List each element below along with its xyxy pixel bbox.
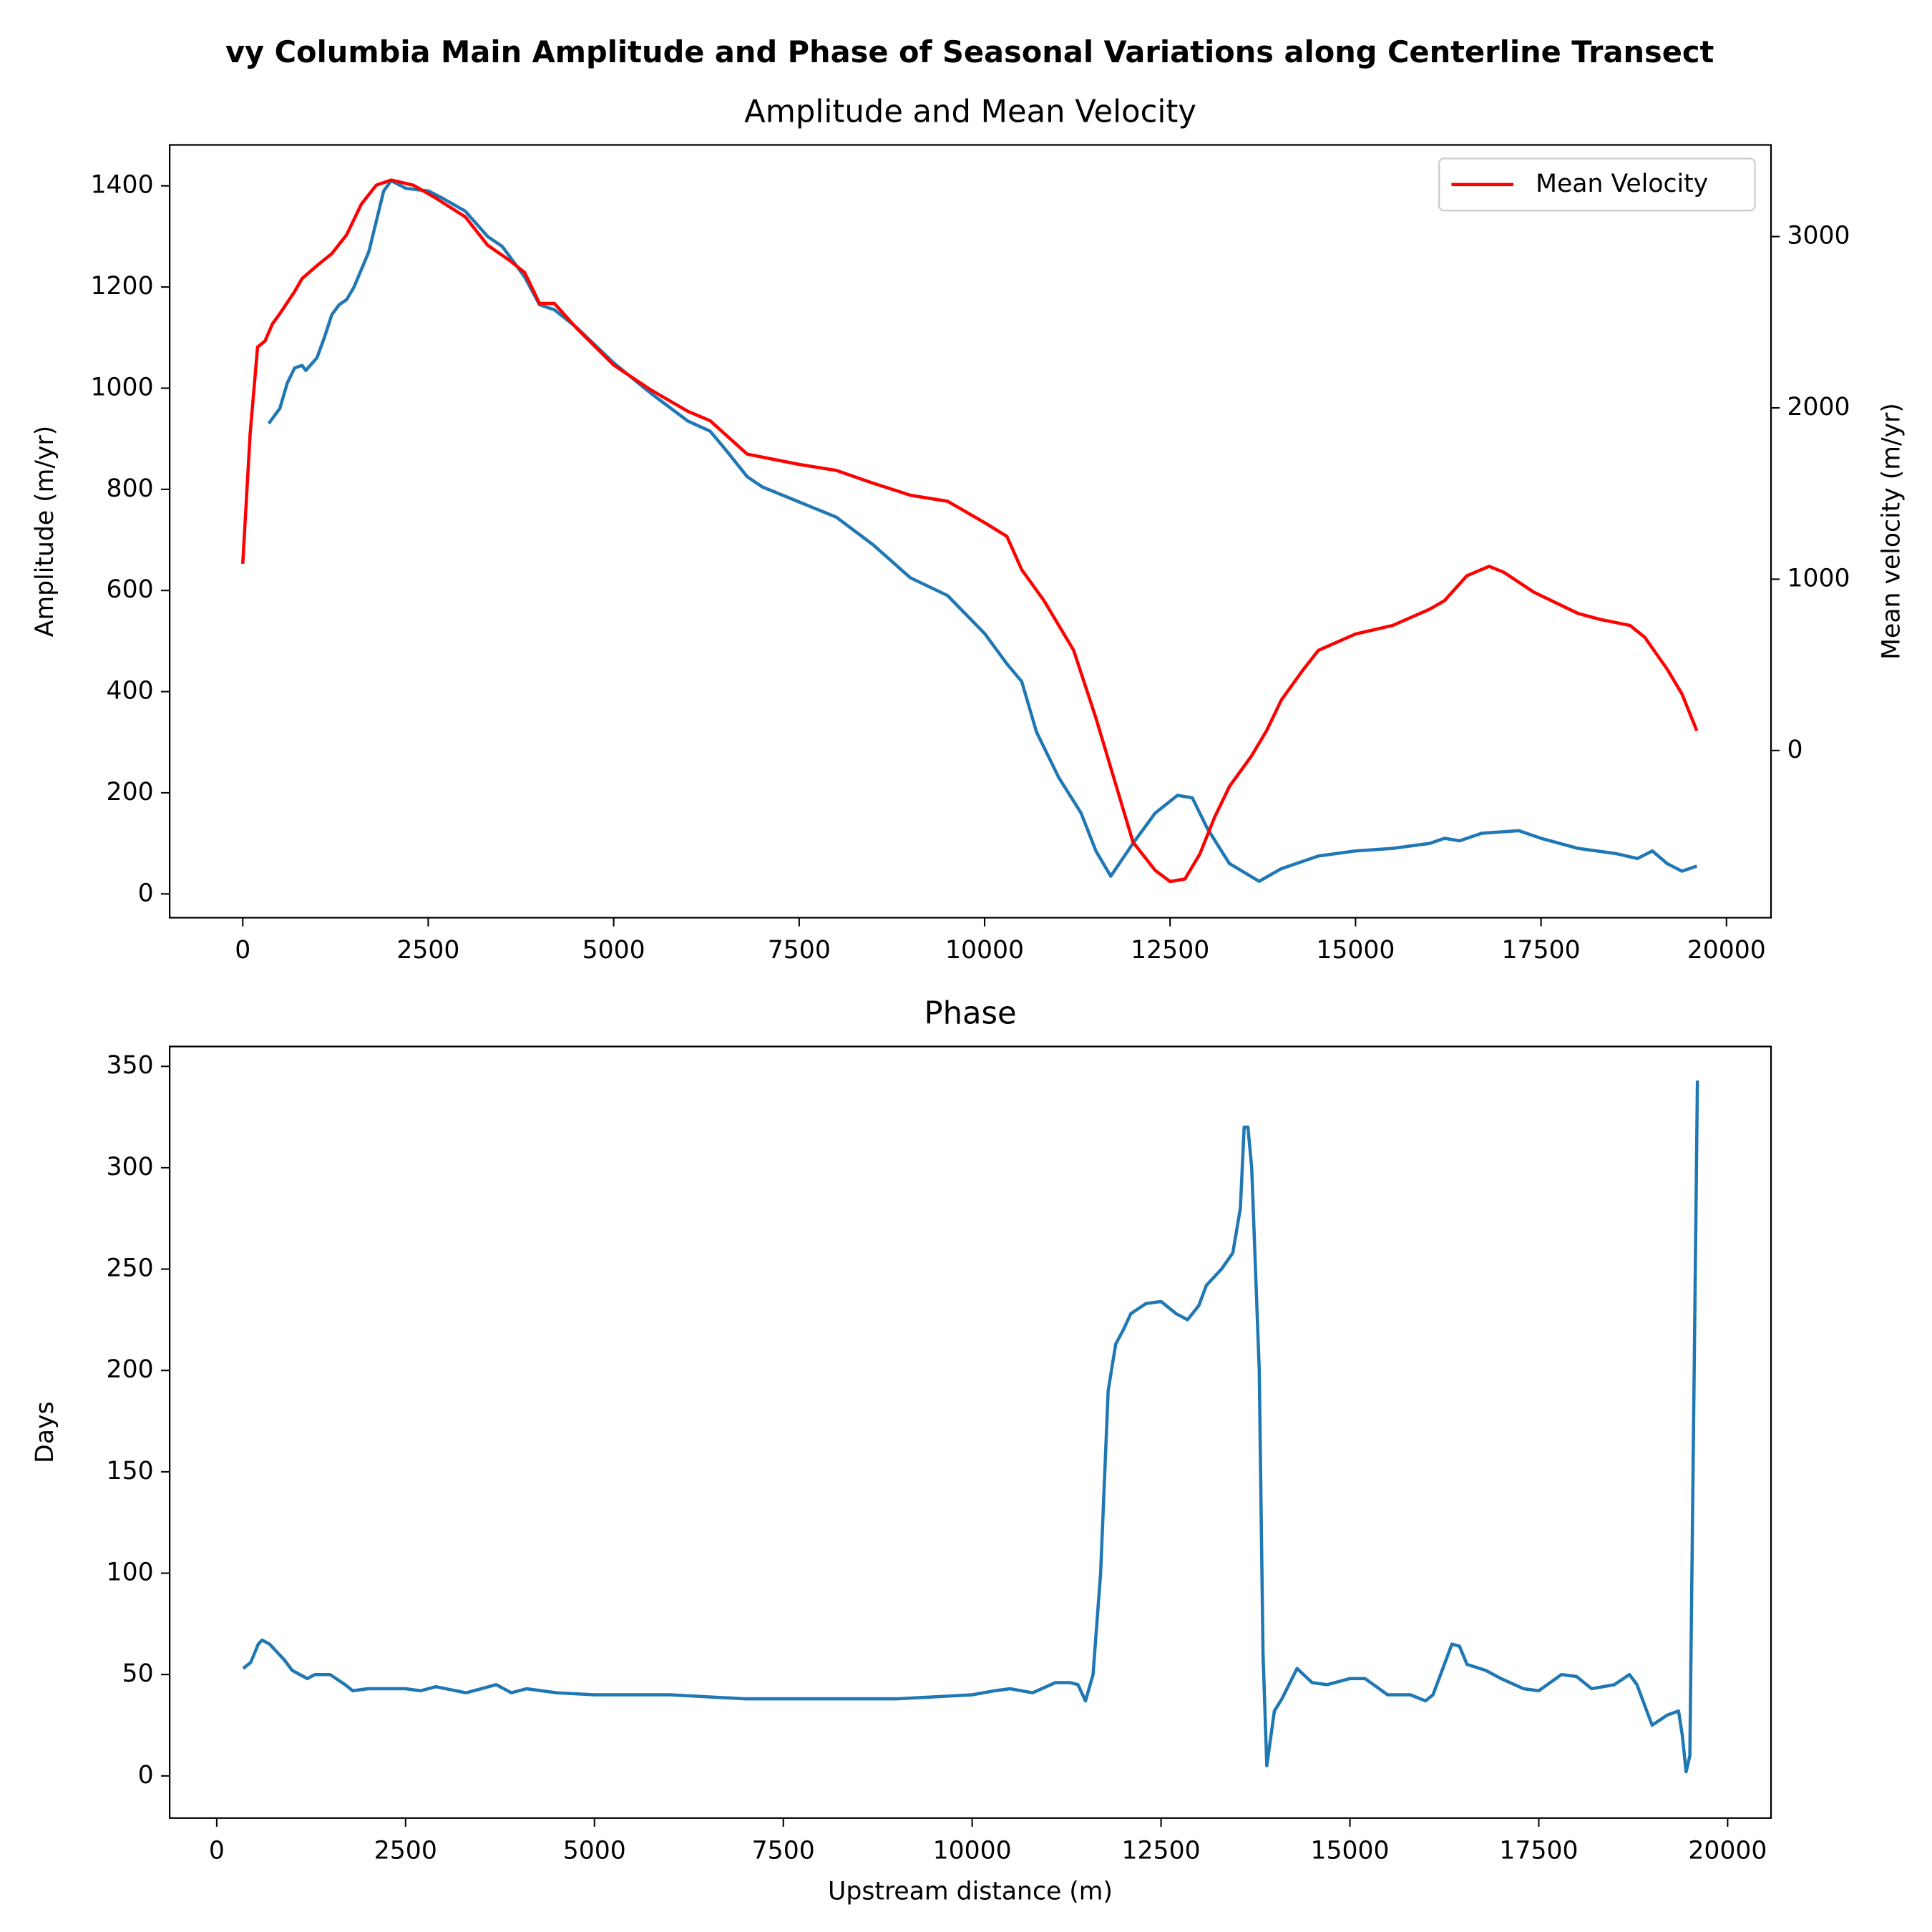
- y2-tick-label: 0: [1787, 736, 1802, 764]
- y-tick-label: 350: [107, 1051, 154, 1080]
- y-tick-label: 100: [107, 1558, 154, 1587]
- y-tick-label: 600: [107, 575, 154, 604]
- data-line: [242, 1080, 1699, 1774]
- x-tick-label: 15000: [1310, 1836, 1389, 1865]
- y-tick-label: 250: [107, 1254, 154, 1283]
- x-tick-label: 7500: [752, 1836, 815, 1865]
- axes-title: Amplitude and Mean Velocity: [744, 94, 1196, 130]
- x-tick-label: 5000: [582, 936, 645, 965]
- x-tick-label: 10000: [945, 936, 1024, 965]
- y-tick-label: 300: [107, 1153, 154, 1181]
- x-tick-label: 20000: [1687, 936, 1766, 965]
- y-axis-label: Amplitude (m/yr): [31, 426, 59, 637]
- x-tick-label: 17500: [1502, 936, 1581, 965]
- x-tick-label: 12500: [1131, 936, 1209, 965]
- legend-box: [1438, 157, 1756, 212]
- x-tick-label: 20000: [1688, 1836, 1767, 1865]
- axes-title: Phase: [924, 996, 1016, 1032]
- y-axis-label: Days: [31, 1401, 59, 1463]
- figure-title: vy Columbia Main Amplitude and Phase of …: [225, 34, 1714, 69]
- x-tick-label: 0: [235, 936, 250, 965]
- x-tick-label: 7500: [768, 936, 831, 965]
- y-tick-label: 200: [107, 778, 154, 806]
- y-tick-label: 1400: [91, 171, 154, 200]
- y-tick-label: 400: [107, 677, 154, 706]
- x-axis-label: Upstream distance (m): [828, 1878, 1113, 1906]
- data-line: [267, 179, 1698, 883]
- y2-tick-label: 3000: [1787, 222, 1850, 250]
- x-tick-label: 2500: [374, 1836, 437, 1865]
- y2-tick-label: 1000: [1787, 564, 1850, 592]
- y-tick-label: 0: [138, 1761, 154, 1790]
- x-tick-label: 17500: [1499, 1836, 1578, 1865]
- axes-frame: [168, 1045, 1772, 1819]
- y-tick-label: 1000: [91, 373, 154, 401]
- y-tick-label: 0: [138, 879, 154, 907]
- x-tick-label: 12500: [1122, 1836, 1201, 1865]
- legend-label: Mean Velocity: [1536, 170, 1708, 198]
- y-tick-label: 1200: [91, 272, 154, 301]
- x-tick-label: 5000: [563, 1836, 626, 1865]
- x-tick-label: 10000: [933, 1836, 1012, 1865]
- axes-frame: [168, 144, 1772, 919]
- y-tick-label: 150: [107, 1457, 154, 1485]
- data-line: [240, 178, 1699, 884]
- y2-axis-label: Mean velocity (m/yr): [1878, 403, 1906, 660]
- x-tick-label: 0: [209, 1836, 225, 1865]
- y-tick-label: 50: [122, 1659, 154, 1688]
- y-tick-label: 200: [107, 1355, 154, 1384]
- y-tick-label: 800: [107, 474, 154, 503]
- x-tick-label: 2500: [396, 936, 459, 965]
- x-tick-label: 15000: [1316, 936, 1395, 965]
- y2-tick-label: 2000: [1787, 393, 1850, 421]
